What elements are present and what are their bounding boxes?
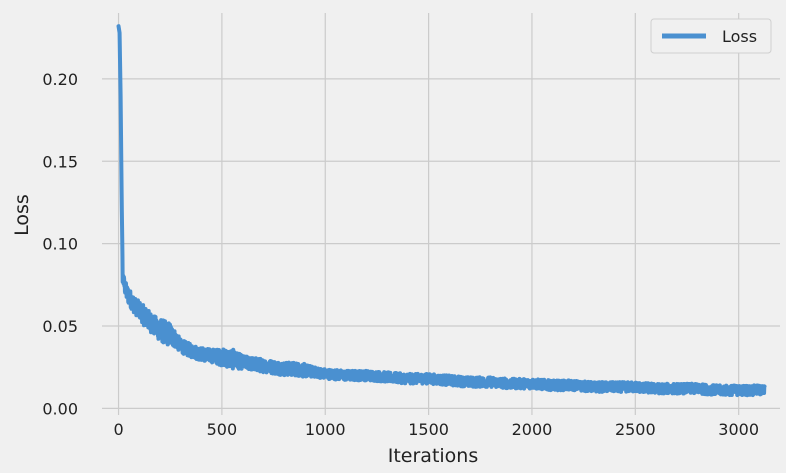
x-tick-label: 1000 xyxy=(305,420,346,439)
series-line-loss xyxy=(116,24,767,398)
y-axis-label: Loss xyxy=(11,194,33,236)
y-tick-label: 0.05 xyxy=(42,317,78,336)
x-tick-label: 3000 xyxy=(718,420,759,439)
x-axis-label: Iterations xyxy=(388,445,479,467)
grid-lines xyxy=(102,13,780,415)
series-layer xyxy=(116,24,767,398)
x-tick-label: 0 xyxy=(113,420,123,439)
legend-label-loss: Loss xyxy=(722,27,757,46)
y-tick-label: 0.20 xyxy=(42,70,78,89)
y-tick-label: 0.15 xyxy=(42,152,78,171)
x-tick-label: 2000 xyxy=(512,420,553,439)
x-tick-label: 500 xyxy=(207,420,238,439)
y-tick-label: 0.10 xyxy=(42,235,78,254)
legend-box xyxy=(650,18,772,54)
x-tick-label: 1500 xyxy=(408,420,449,439)
legend: Loss xyxy=(650,18,772,54)
y-tick-label: 0.00 xyxy=(42,399,78,418)
x-tick-label: 2500 xyxy=(615,420,656,439)
tick-labels: 0 500 1000 1500 2000 2500 3000 0.00 0.05 0.10 0.15… xyxy=(42,70,759,439)
